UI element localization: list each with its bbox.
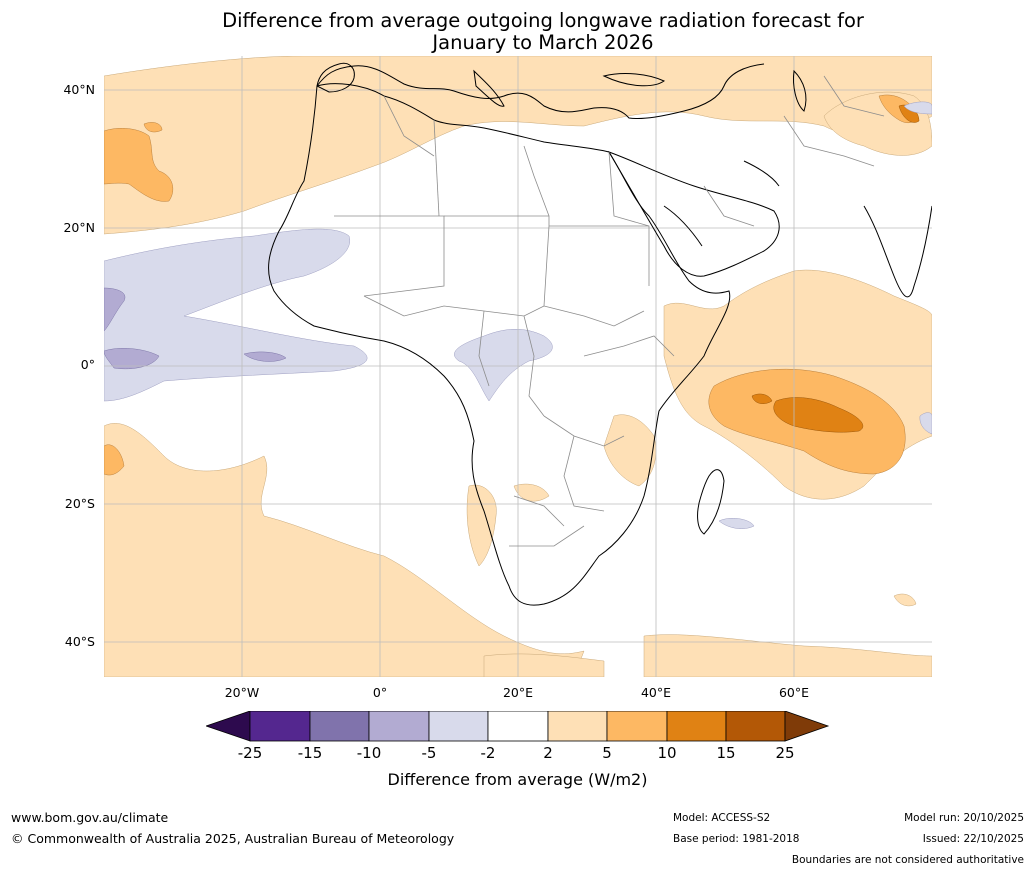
anomaly-fill-minus5-to-minus2 <box>104 101 932 529</box>
colorbar-swatch-3 <box>368 711 430 742</box>
footer-copyright: © Commonwealth of Australia 2025, Austra… <box>11 831 455 846</box>
footer-website: www.bom.gov.au/climate <box>11 810 169 825</box>
colorbar-tick-6: 2 <box>543 744 553 762</box>
footer-model: Model: ACCESS-S2 <box>673 812 771 824</box>
coastlines <box>268 62 932 606</box>
footer-disclaimer: Boundaries are not considered authoritat… <box>791 854 1024 866</box>
colorbar-tick-3: -10 <box>356 744 382 762</box>
colorbar-swatch-7 <box>606 711 668 742</box>
colorbar-swatch-2 <box>309 711 370 742</box>
lat-label-20s: 20°S <box>64 496 95 511</box>
map-svg <box>104 56 932 677</box>
lon-label-40e: 40°E <box>640 685 672 700</box>
colorbar-tick-9: 15 <box>716 744 736 762</box>
title-line-1: Difference from average outgoing longwav… <box>222 9 864 32</box>
colorbar-swatch-1 <box>249 711 311 742</box>
lon-label-0: 0° <box>372 685 388 700</box>
anomaly-fill-minus10-to-minus5 <box>104 287 287 370</box>
lat-label-40s: 40°S <box>64 634 95 649</box>
colorbar-tick-5: -2 <box>480 744 496 762</box>
lat-label-20n: 20°N <box>63 220 95 235</box>
colorbar-tick-4: -5 <box>421 744 437 762</box>
anomaly-fill-10-to-15 <box>751 104 920 433</box>
colorbar-tick-10: 25 <box>775 744 795 762</box>
colorbar-swatch-4 <box>428 711 489 742</box>
colorbar-tick-8: 10 <box>657 744 677 762</box>
footer-issued: Issued: 22/10/2025 <box>922 833 1024 845</box>
colorbar-label: Difference from average (W/m2) <box>387 770 648 789</box>
map-title: Difference from average outgoing longwav… <box>0 10 1035 54</box>
colorbar-swatch-below <box>206 711 251 742</box>
colorbar-swatch-5 <box>487 711 549 742</box>
colorbar-swatch-9 <box>725 711 786 742</box>
colorbar-swatch-above <box>784 711 830 742</box>
colorbar-swatch-6 <box>547 711 608 742</box>
lat-label-0: 0° <box>80 357 95 372</box>
title-line-2: January to March 2026 <box>432 31 654 54</box>
colorbar-swatch-8 <box>666 711 727 742</box>
anomaly-map <box>104 56 932 677</box>
colorbar <box>206 711 830 742</box>
footer-model-run: Model run: 20/10/2025 <box>904 812 1024 824</box>
lon-label-20w: 20°W <box>224 685 260 700</box>
country-borders <box>334 75 885 547</box>
lat-label-40n: 40°N <box>63 82 95 97</box>
colorbar-tick-7: 5 <box>602 744 612 762</box>
lon-label-60e: 60°E <box>778 685 810 700</box>
colorbar-tick-1: -25 <box>237 744 263 762</box>
footer-base-period: Base period: 1981-2018 <box>673 833 800 845</box>
colorbar-tick-2: -15 <box>297 744 323 762</box>
lon-label-20e: 20°E <box>502 685 534 700</box>
